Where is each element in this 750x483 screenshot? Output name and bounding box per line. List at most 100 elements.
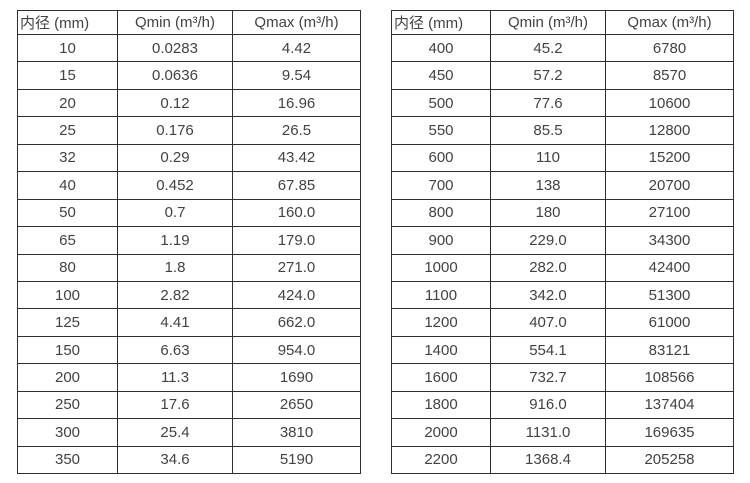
table-cell: 137404 (605, 390, 734, 420)
table-row: 450 57.2 8570 (391, 61, 734, 90)
table-cell: 6.63 (117, 335, 233, 365)
table-cell: 150 (17, 335, 118, 365)
table-cell: 61000 (605, 308, 734, 337)
table-cell: 34.6 (117, 445, 233, 475)
table-row: 550 85.5 12800 (391, 116, 734, 145)
table-cell: 0.29 (117, 143, 233, 173)
table-cell: 1000 (391, 253, 491, 282)
table-cell: 20 (17, 88, 118, 118)
table-cell: 0.0636 (117, 61, 233, 90)
table-cell: 108566 (605, 363, 734, 392)
table-row: 900 229.0 34300 (391, 226, 734, 255)
flow-spec-table-small-diameters: 内径 (mm) Qmin (m³/h) Qmax (m³/h) 10 0.0283… (17, 10, 361, 475)
table-cell: 4.42 (232, 33, 361, 63)
table-cell: 0.452 (117, 171, 233, 200)
header-diameter: 内径 (mm) (391, 10, 491, 35)
table-cell: 1800 (391, 390, 491, 420)
table-row: 700 138 20700 (391, 171, 734, 200)
table-row: 300 25.4 3810 (17, 418, 361, 447)
table-row: 10 0.0283 4.42 (17, 33, 361, 63)
table-cell: 40 (17, 171, 118, 200)
table-cell: 271.0 (232, 253, 361, 282)
table-cell: 20700 (605, 171, 734, 200)
table-cell: 25 (17, 116, 118, 145)
table-cell: 45.2 (490, 33, 606, 63)
table-row: 65 1.19 179.0 (17, 226, 361, 255)
table-cell: 205258 (605, 445, 734, 475)
table-cell: 1690 (232, 363, 361, 392)
table-row: 600 110 15200 (391, 143, 734, 173)
table-cell: 138 (490, 171, 606, 200)
table-cell: 8570 (605, 61, 734, 90)
table-cell: 229.0 (490, 226, 606, 255)
table-cell: 3810 (232, 418, 361, 447)
table-row: 50 0.7 160.0 (17, 198, 361, 228)
table-row: 1600 732.7 108566 (391, 363, 734, 392)
table-cell: 407.0 (490, 308, 606, 337)
table-cell: 11.3 (117, 363, 233, 392)
table-cell: 125 (17, 308, 118, 337)
table-row: 25 0.176 26.5 (17, 116, 361, 145)
table-cell: 200 (17, 363, 118, 392)
table-body: 10 0.0283 4.42 15 0.0636 9.54 20 0.12 16.96 25 0.1… (17, 33, 361, 475)
header-qmin: Qmin (m³/h) (490, 10, 606, 35)
table-body: 400 45.2 6780 450 57.2 8570 500 77.6 10600 550 85.… (391, 33, 734, 475)
table-cell: 34300 (605, 226, 734, 255)
table-cell: 550 (391, 116, 491, 145)
table-cell: 42400 (605, 253, 734, 282)
table-cell: 300 (17, 418, 118, 447)
table-cell: 342.0 (490, 280, 606, 310)
table-cell: 12800 (605, 116, 734, 145)
table-cell: 15200 (605, 143, 734, 173)
table-cell: 1131.0 (490, 418, 606, 447)
table-cell: 700 (391, 171, 491, 200)
table-cell: 2.82 (117, 280, 233, 310)
header-row: 内径 (mm) Qmin (m³/h) Qmax (m³/h) (17, 10, 361, 35)
table-cell: 51300 (605, 280, 734, 310)
table-cell: 0.176 (117, 116, 233, 145)
table-cell: 424.0 (232, 280, 361, 310)
table-row: 1000 282.0 42400 (391, 253, 734, 282)
header-qmax: Qmax (m³/h) (605, 10, 734, 35)
table-cell: 1368.4 (490, 445, 606, 475)
table-cell: 350 (17, 445, 118, 475)
table-row: 1400 554.1 83121 (391, 335, 734, 365)
table-cell: 180 (490, 198, 606, 228)
table-cell: 916.0 (490, 390, 606, 420)
table-cell: 10600 (605, 88, 734, 118)
header-qmin: Qmin (m³/h) (117, 10, 233, 35)
table-cell: 554.1 (490, 335, 606, 365)
table-cell: 160.0 (232, 198, 361, 228)
table-cell: 1.8 (117, 253, 233, 282)
table-cell: 450 (391, 61, 491, 90)
table-row: 200 11.3 1690 (17, 363, 361, 392)
table-cell: 2000 (391, 418, 491, 447)
table-cell: 10 (17, 33, 118, 63)
table-row: 80 1.8 271.0 (17, 253, 361, 282)
table-cell: 732.7 (490, 363, 606, 392)
table-cell: 67.85 (232, 171, 361, 200)
table-row: 800 180 27100 (391, 198, 734, 228)
table-cell: 282.0 (490, 253, 606, 282)
table-cell: 800 (391, 198, 491, 228)
table-cell: 1100 (391, 280, 491, 310)
table-cell: 27100 (605, 198, 734, 228)
table-row: 40 0.452 67.85 (17, 171, 361, 200)
table-cell: 26.5 (232, 116, 361, 145)
table-row: 2000 1131.0 169635 (391, 418, 734, 447)
header-diameter: 内径 (mm) (17, 10, 118, 35)
table-cell: 9.54 (232, 61, 361, 90)
table-cell: 954.0 (232, 335, 361, 365)
table-cell: 600 (391, 143, 491, 173)
table-row: 32 0.29 43.42 (17, 143, 361, 173)
table-cell: 2650 (232, 390, 361, 420)
table-cell: 15 (17, 61, 118, 90)
table-header: 内径 (mm) Qmin (m³/h) Qmax (m³/h) (391, 10, 734, 35)
table-cell: 65 (17, 226, 118, 255)
table-header: 内径 (mm) Qmin (m³/h) Qmax (m³/h) (17, 10, 361, 35)
flow-spec-table-large-diameters: 内径 (mm) Qmin (m³/h) Qmax (m³/h) 400 45.2 6… (391, 10, 734, 475)
table-row: 150 6.63 954.0 (17, 335, 361, 365)
table-row: 100 2.82 424.0 (17, 280, 361, 310)
table-cell: 2200 (391, 445, 491, 475)
